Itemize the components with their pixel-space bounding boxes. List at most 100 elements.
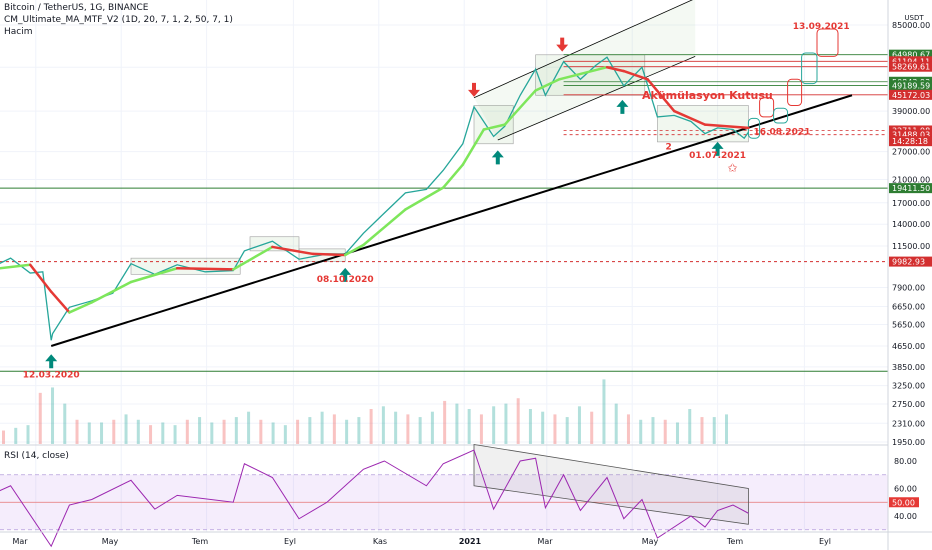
arrow-up-icon	[45, 354, 58, 369]
volume-bar	[602, 379, 606, 444]
volume-bar	[626, 414, 630, 444]
arrow-up-icon	[616, 99, 629, 114]
ma-segment	[605, 65, 626, 73]
ma-segment	[534, 78, 561, 92]
price-axis[interactable]: USDT85000.0058000.0039000.0027000.002100…	[887, 0, 932, 550]
price-tag	[889, 256, 932, 267]
volume-bar	[675, 422, 679, 444]
volume-bar	[2, 430, 5, 444]
volume-bar	[124, 414, 128, 444]
time-tick-label: Tem	[191, 537, 208, 546]
ma-segment	[90, 280, 133, 304]
volume-bar	[455, 403, 459, 444]
volume-bar	[430, 411, 434, 444]
time-axis[interactable]: Mar May Tem Eyl Kas 2021 Mar May Tem Eyl	[0, 531, 932, 546]
ma-segment	[343, 243, 365, 257]
annotation-label: 12.03.2020	[23, 370, 80, 380]
ma-series	[0, 65, 750, 314]
ma-segment	[129, 266, 179, 284]
ma-segment	[175, 266, 235, 271]
volume-bar	[283, 425, 287, 444]
time-tick-label: May	[102, 537, 119, 546]
ma-segment	[482, 123, 507, 131]
time-tick-label: May	[642, 537, 659, 546]
ma-segment	[362, 208, 407, 247]
volume-bar	[296, 419, 300, 444]
volume-bar	[725, 414, 728, 444]
ma-segment	[0, 263, 32, 270]
arrow-down-icon	[556, 37, 569, 52]
volume-bar	[26, 425, 30, 444]
volume-bar	[308, 417, 312, 444]
ma-segment	[622, 69, 649, 81]
accumulation-boxes	[130, 0, 749, 275]
volume-bar	[381, 406, 385, 444]
ma-segment	[271, 245, 315, 256]
volume-bar	[185, 419, 189, 444]
price-tag-label: 49189.59	[892, 81, 930, 90]
time-tick-label: Mar	[537, 537, 553, 546]
volume-bar	[406, 414, 410, 444]
channel-top	[473, 0, 693, 99]
ma-segment	[703, 123, 750, 130]
ma-segment	[28, 263, 53, 293]
ma-segment	[558, 65, 609, 81]
arrow-up-icon	[491, 150, 504, 165]
annotation-label: 13.09.2021	[793, 22, 850, 32]
volume-bar	[222, 419, 226, 444]
ma-segment	[404, 186, 445, 211]
volume-bar	[345, 419, 349, 444]
annotations: 12.03.2020 08.10.2020 01.07.2021 16.08.2021…	[23, 22, 850, 380]
volume-bar	[541, 411, 545, 444]
arrow-down-icon	[468, 82, 480, 97]
currency-label: USDT	[904, 14, 924, 22]
volume-bar	[234, 417, 238, 444]
price-tick-label: 17000.00	[892, 199, 930, 208]
price-tick-label: 3250.00	[892, 382, 925, 391]
price-tag-label: 14:28:18	[892, 137, 928, 146]
arrow-up-icon	[711, 141, 724, 156]
volume-bar	[479, 414, 483, 444]
annotation-label: 01.07.2021	[689, 151, 746, 161]
volume-bar	[173, 425, 177, 444]
annotation-label: Akümülasyon Kutusu	[642, 89, 773, 102]
projection-box	[787, 78, 803, 107]
channel-bottom	[497, 55, 696, 141]
ma-segment	[311, 252, 347, 257]
volume-bar	[75, 419, 79, 444]
ma-segment	[461, 128, 486, 166]
volume-bar	[443, 400, 447, 444]
grid-lines	[0, 0, 888, 532]
time-tick-label: Kas	[373, 537, 387, 546]
projection-box	[801, 52, 818, 85]
volume-bar	[394, 411, 398, 444]
price-tag-label: 19411.50	[892, 184, 930, 193]
price-tag	[889, 136, 932, 147]
volume-bar	[51, 387, 55, 444]
price-tag	[889, 56, 932, 67]
volume-bar	[639, 419, 643, 444]
signal-arrows: ✩	[45, 37, 737, 369]
volume-bar	[688, 409, 692, 444]
volume-bar	[149, 425, 153, 444]
horizontal-levels	[0, 54, 888, 372]
price-tag	[889, 61, 932, 72]
price-line	[0, 56, 749, 341]
price-tag	[889, 129, 932, 140]
volume-bar	[247, 411, 251, 444]
ma-segment	[672, 109, 707, 126]
star-icon: ✩	[727, 161, 737, 175]
annotation-label: 08.10.2020	[317, 275, 374, 285]
price-tag-label: 45172.03	[892, 91, 930, 100]
trendline[interactable]	[50, 28, 853, 347]
ma-segment	[646, 78, 676, 113]
channel-fill	[474, 0, 696, 141]
ma-segment	[503, 89, 537, 126]
rsi-line	[0, 449, 749, 548]
ma-segment	[231, 245, 274, 271]
price-tick-label: 4650.00	[892, 342, 925, 351]
volume-bar	[332, 414, 336, 444]
volume-bar	[565, 417, 569, 444]
price-tick-label: 39000.00	[892, 107, 930, 116]
